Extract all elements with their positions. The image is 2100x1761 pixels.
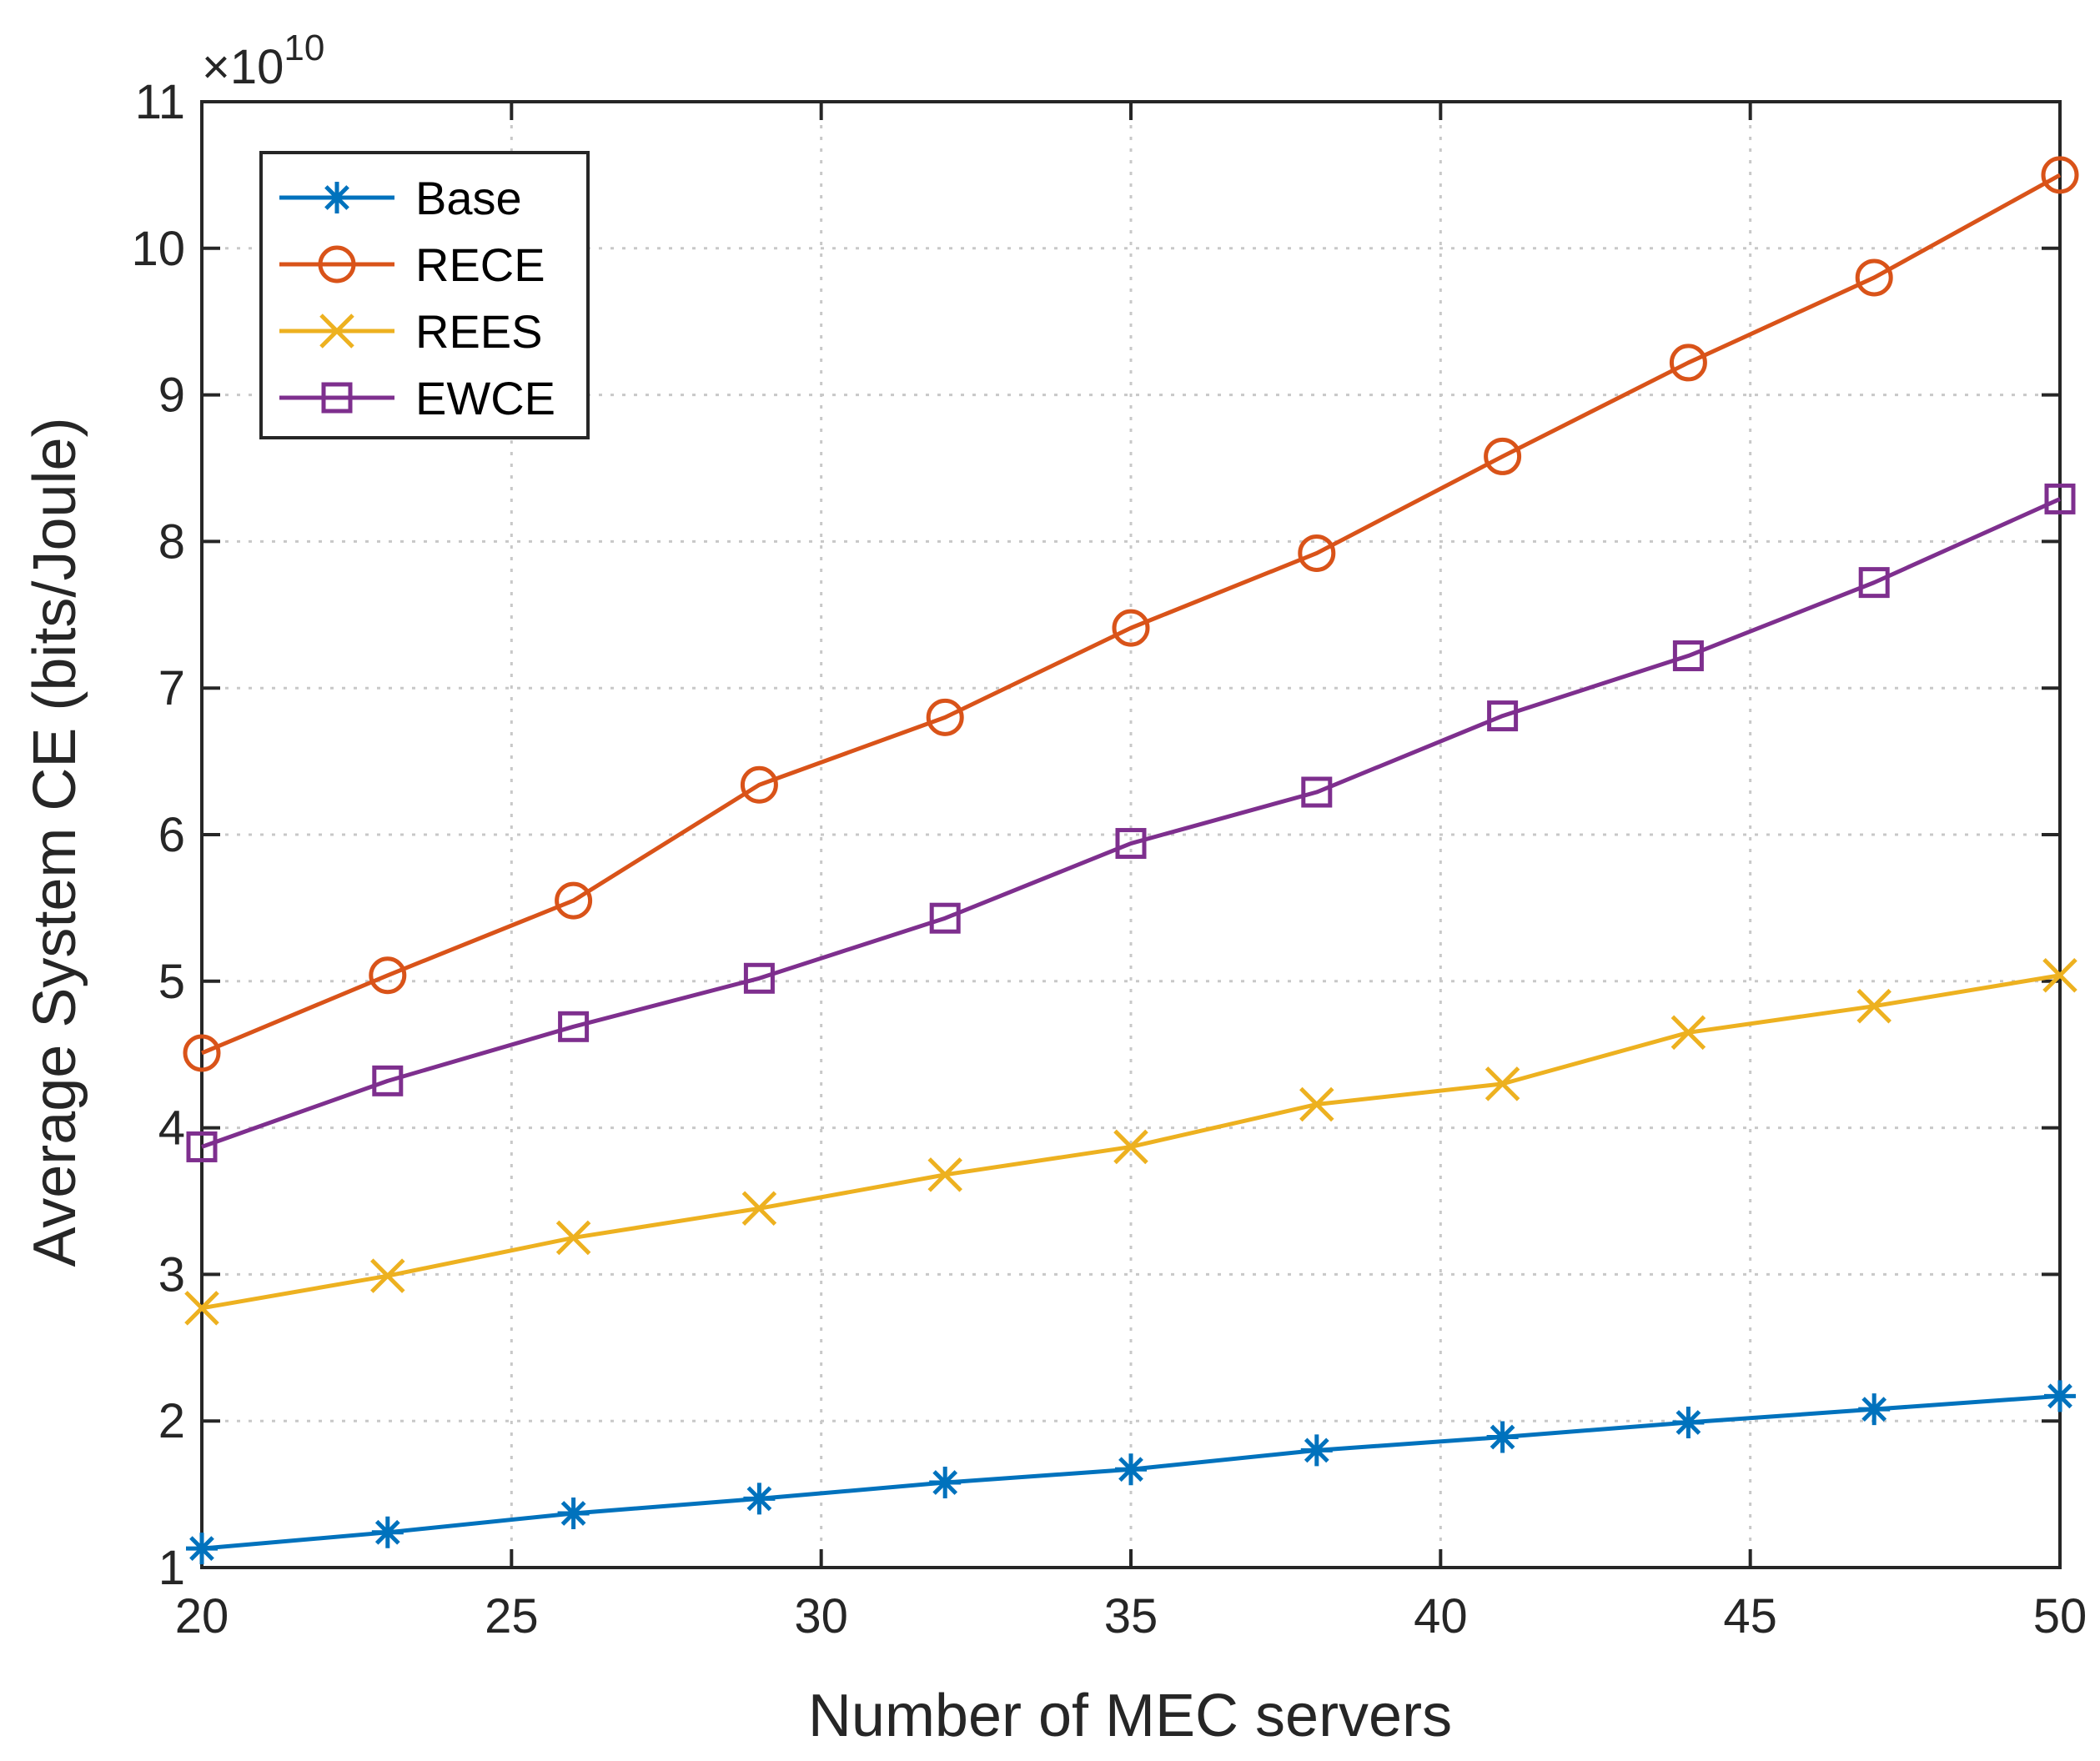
legend-entry-base: Base	[279, 172, 522, 224]
data-point-base	[1672, 1406, 1705, 1438]
data-point-ewce	[558, 1011, 590, 1042]
legend-marker-base	[321, 182, 353, 213]
data-point-rees	[1113, 1129, 1148, 1165]
series-line-ewce	[201, 497, 2062, 1149]
legend-label-base: Base	[415, 172, 522, 224]
data-point-base	[1486, 1421, 1519, 1453]
x-tick-label: 40	[1414, 1589, 1468, 1643]
data-point-rece	[1669, 344, 1707, 382]
series-line-rece	[201, 173, 2062, 1056]
data-point-rece	[1484, 437, 1522, 475]
y-tick-label: 10	[131, 222, 185, 276]
data-point-ewce	[929, 902, 961, 934]
legend-marker-rece	[318, 245, 356, 283]
legend-marker-rees	[319, 314, 354, 349]
legend-label-rece: RECE	[415, 238, 545, 291]
legend-entry-ewce: EWCE	[279, 372, 555, 424]
data-point-rees	[741, 1191, 777, 1227]
series-group	[183, 156, 2079, 1565]
data-point-base	[371, 1516, 404, 1548]
legend-entry-rece: RECE	[279, 238, 545, 291]
series-rece	[183, 156, 2079, 1072]
data-point-base	[1115, 1453, 1147, 1486]
data-point-rece	[183, 1034, 221, 1072]
y-tick-label: 9	[158, 369, 185, 423]
data-point-base	[743, 1483, 776, 1515]
data-point-rees	[184, 1291, 219, 1326]
data-point-base	[2044, 1380, 2076, 1412]
y-tick-label: 11	[135, 75, 185, 129]
series-ewce	[186, 483, 2076, 1162]
data-point-base	[1858, 1393, 1891, 1426]
x-axis-title: Number of MEC servers	[808, 1683, 1452, 1749]
data-point-ewce	[2044, 483, 2076, 514]
x-tick-label: 25	[485, 1589, 539, 1643]
series-base	[186, 1380, 2076, 1565]
data-point-rece	[1855, 258, 1893, 297]
data-point-rece	[926, 698, 964, 736]
y-tick-label: 8	[158, 514, 185, 569]
data-point-ewce	[1487, 700, 1519, 732]
y-tick-label: 2	[158, 1394, 185, 1448]
data-point-rece	[2041, 156, 2079, 194]
x-tick-label: 20	[175, 1589, 229, 1643]
legend-box	[259, 151, 590, 439]
legend-marker-ewce	[321, 382, 353, 414]
data-point-rees	[927, 1157, 962, 1192]
data-point-rees	[1670, 1015, 1706, 1051]
x-tick-label: 45	[1723, 1589, 1777, 1643]
data-point-ewce	[186, 1131, 218, 1162]
data-point-rece	[369, 956, 407, 995]
y-tick-label: 7	[158, 661, 185, 715]
axes	[200, 100, 2062, 1569]
data-point-rece	[740, 765, 778, 804]
data-point-rees	[2042, 958, 2077, 993]
y-axis-title: Average System CE (bits/Joule)	[22, 417, 88, 1267]
data-point-base	[929, 1467, 962, 1499]
data-point-base	[186, 1533, 218, 1565]
x-tick-label: 30	[794, 1589, 848, 1643]
y-tick-label: 3	[158, 1247, 185, 1302]
data-point-ewce	[743, 962, 775, 994]
data-point-ewce	[1858, 567, 1890, 599]
y-tick-label: 4	[158, 1101, 185, 1156]
x-tick-label: 35	[1104, 1589, 1158, 1643]
x-tick-label: 50	[2033, 1589, 2087, 1643]
legend-label-rees: REES	[415, 305, 543, 358]
data-point-ewce	[1672, 640, 1704, 672]
legend-entry-rees: REES	[279, 305, 543, 358]
data-point-ewce	[1301, 776, 1333, 808]
y-tick-label: 1	[158, 1541, 185, 1595]
series-rees	[184, 958, 2077, 1326]
data-point-rece	[555, 881, 593, 920]
legend: Base RECE REES EWCE	[259, 151, 590, 439]
y-tick-label: 6	[158, 808, 185, 862]
data-point-ewce	[372, 1065, 404, 1096]
data-point-base	[557, 1497, 590, 1529]
data-point-rees	[1485, 1066, 1520, 1101]
data-point-rees	[1856, 988, 1892, 1024]
y-exponent-label: ×1010	[202, 28, 324, 94]
legend-label-ewce: EWCE	[415, 372, 555, 424]
data-point-base	[1300, 1434, 1333, 1467]
data-point-rece	[1112, 609, 1150, 647]
data-point-rees	[370, 1258, 405, 1293]
data-point-rece	[1298, 534, 1336, 572]
data-point-rees	[1299, 1086, 1334, 1122]
data-point-rees	[555, 1220, 591, 1256]
y-tick-label: 5	[158, 955, 185, 1009]
data-point-ewce	[1115, 828, 1147, 860]
